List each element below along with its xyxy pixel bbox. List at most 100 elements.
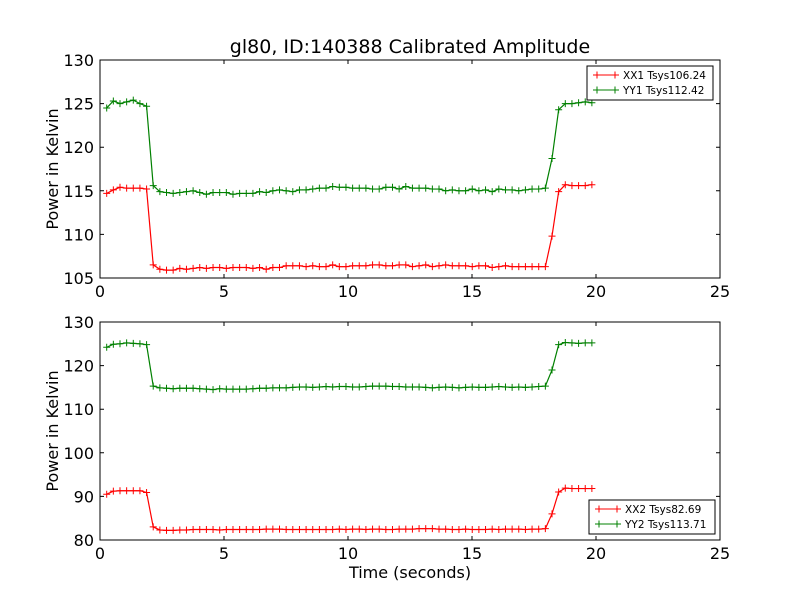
data-point-marker (202, 190, 210, 198)
data-point-marker (362, 526, 370, 534)
data-point-marker (302, 263, 310, 271)
data-point-marker (222, 385, 230, 393)
data-point-marker (555, 341, 563, 349)
data-point-marker (349, 184, 357, 192)
data-point-marker (568, 485, 576, 493)
x-tick-label: 25 (710, 544, 730, 563)
x-tick-label: 10 (338, 544, 358, 563)
data-point-marker (163, 384, 171, 392)
data-point-marker (528, 185, 536, 193)
data-point-marker (176, 384, 184, 392)
legend: XX2 Tsys82.69 YY2 Tsys113.71 (588, 499, 716, 535)
data-point-marker (129, 96, 137, 104)
data-point-marker (402, 182, 410, 190)
data-point-marker (269, 525, 277, 533)
data-point-marker (541, 263, 549, 271)
data-point-marker (568, 100, 576, 108)
data-point-marker (262, 525, 270, 533)
data-point-marker (442, 261, 450, 269)
data-point-marker (269, 384, 277, 392)
data-point-marker (555, 188, 563, 196)
data-point-marker (289, 188, 297, 196)
data-point-marker (462, 187, 470, 195)
axes-2: 0 5 10 15 20 25 80 90 100 110 120 130 XX2 Tsys82.69 Y… (63, 313, 730, 563)
data-point-marker (541, 184, 549, 192)
data-point-marker (375, 525, 383, 533)
data-point-marker (535, 525, 543, 533)
data-point-marker (189, 264, 197, 272)
data-point-marker (295, 262, 303, 270)
legend-box (588, 499, 716, 535)
data-point-marker (355, 525, 363, 533)
data-point-marker (156, 526, 164, 534)
data-point-marker (163, 189, 171, 197)
data-point-marker (422, 261, 430, 269)
data-point-marker (448, 383, 456, 391)
data-point-marker (362, 262, 370, 270)
x-axis-label: Time (seconds) (348, 563, 471, 582)
data-point-marker (548, 510, 556, 518)
data-point-marker (156, 188, 164, 196)
data-point-marker (362, 383, 370, 391)
data-point-marker (229, 190, 237, 198)
data-point-marker (581, 485, 589, 493)
data-point-marker (468, 383, 476, 391)
data-point-marker (501, 383, 509, 391)
data-point-marker (216, 189, 224, 197)
data-point-marker (322, 383, 330, 391)
data-point-marker (521, 383, 529, 391)
data-point-marker (216, 385, 224, 393)
data-point-marker (395, 383, 403, 391)
data-point-marker (435, 185, 443, 193)
data-point-marker (309, 262, 317, 270)
data-point-marker (262, 189, 270, 197)
data-point-marker (335, 383, 343, 391)
data-point-marker (515, 187, 523, 195)
data-point-marker (535, 383, 543, 391)
series-line-xx1 (106, 184, 592, 271)
data-point-marker (289, 262, 297, 270)
y-tick-label: 120 (63, 138, 94, 157)
data-point-marker (176, 264, 184, 272)
legend: XX1 Tsys106.24 YY1 Tsys112.42 (586, 65, 714, 101)
data-point-marker (442, 525, 450, 533)
data-point-marker (329, 182, 337, 190)
chart-title: gl80, ID:140388 Calibrated Amplitude (230, 36, 590, 58)
data-point-marker (355, 184, 363, 192)
data-point-marker (342, 263, 350, 271)
data-point-marker (143, 341, 151, 349)
data-point-marker (501, 525, 509, 533)
data-point-marker (548, 232, 556, 240)
data-point-marker (508, 186, 516, 194)
data-point-marker (561, 484, 569, 492)
data-point-marker (475, 262, 483, 270)
data-point-marker (202, 526, 210, 534)
data-point-marker (369, 382, 377, 390)
data-point-marker (295, 383, 303, 391)
x-tick-label: 5 (219, 544, 229, 563)
data-point-marker (515, 525, 523, 533)
data-point-marker (369, 185, 377, 193)
data-point-marker (342, 183, 350, 191)
data-point-marker (428, 185, 436, 193)
data-point-marker (335, 183, 343, 191)
data-point-marker (581, 339, 589, 347)
data-point-marker (302, 383, 310, 391)
data-point-marker (455, 526, 463, 534)
data-point-marker (462, 383, 470, 391)
data-point-marker (488, 383, 496, 391)
legend-swatch (593, 86, 619, 94)
data-point-marker (136, 184, 144, 192)
y-tick-label: 115 (63, 182, 94, 201)
x-tick-label: 15 (462, 282, 482, 301)
data-point-marker (555, 488, 563, 496)
data-point-marker (355, 262, 363, 270)
data-point-marker (143, 488, 151, 496)
data-point-marker (309, 383, 317, 391)
data-point-marker (103, 104, 111, 112)
data-point-marker (116, 183, 124, 191)
data-point-marker (568, 339, 576, 347)
data-point-marker (355, 383, 363, 391)
data-point-marker (242, 526, 250, 534)
